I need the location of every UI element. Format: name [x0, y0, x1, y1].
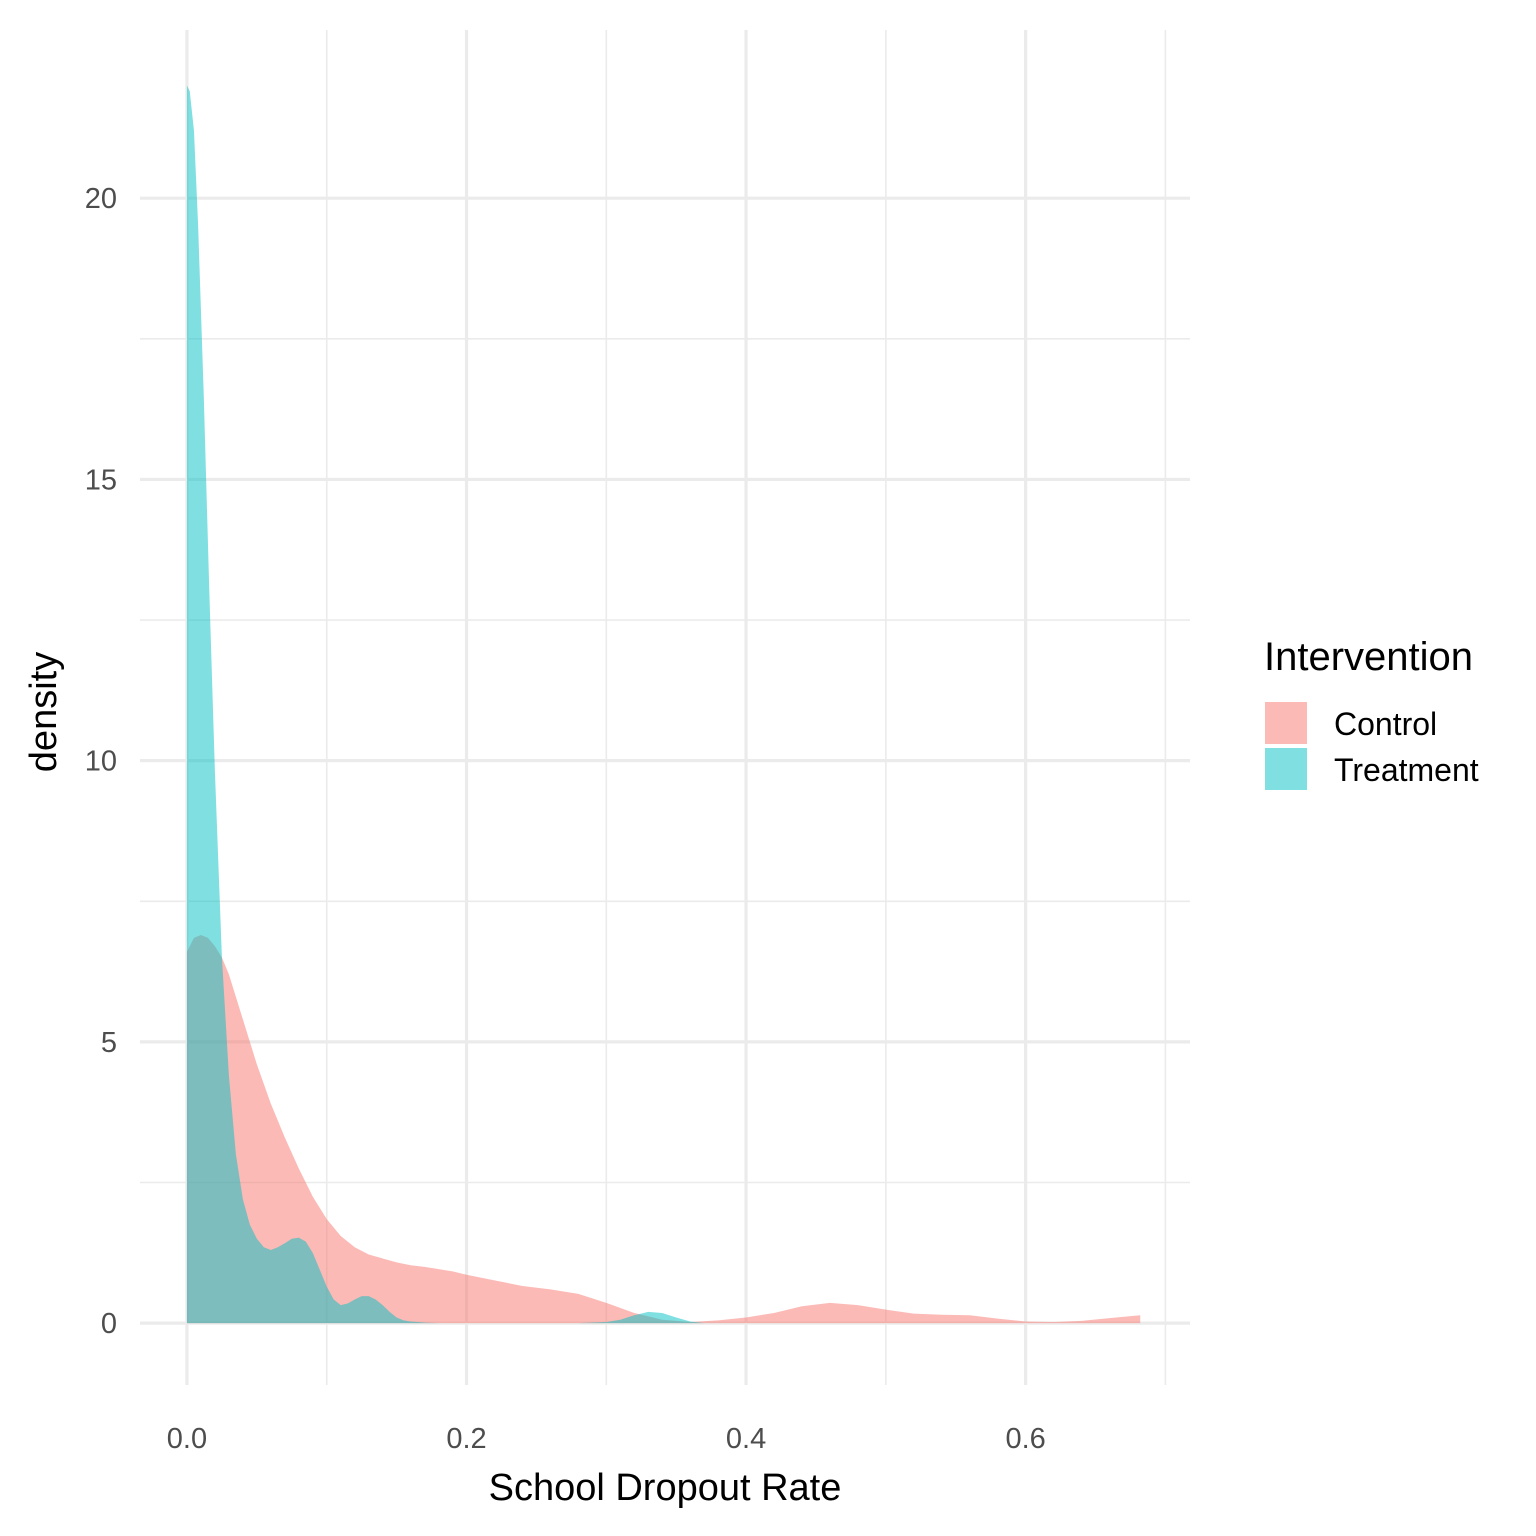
grid-minor — [140, 30, 1190, 1385]
y-axis-ticks: 0 5 10 15 20 — [85, 183, 117, 1340]
legend: Intervention Control Treatment — [1264, 635, 1479, 790]
x-axis-ticks: 0.0 0.2 0.4 0.6 — [167, 1423, 1046, 1455]
legend-label-treatment: Treatment — [1334, 752, 1479, 788]
y-tick-label-1: 5 — [101, 1027, 117, 1059]
legend-key-control — [1265, 702, 1307, 744]
density-area-treatment — [186, 85, 705, 1324]
legend-label-control: Control — [1334, 706, 1437, 742]
y-tick-label-3: 15 — [85, 464, 117, 496]
legend-key-treatment — [1265, 748, 1307, 790]
y-axis-title: density — [23, 652, 65, 772]
x-tick-label-0: 0.0 — [167, 1423, 207, 1455]
x-tick-label-3: 0.6 — [1005, 1423, 1045, 1455]
y-tick-label-4: 20 — [85, 183, 117, 215]
x-tick-label-1: 0.2 — [446, 1423, 486, 1455]
y-tick-label-0: 0 — [101, 1308, 117, 1340]
legend-title: Intervention — [1264, 635, 1473, 679]
x-tick-label-2: 0.4 — [726, 1423, 766, 1455]
y-tick-label-2: 10 — [85, 746, 117, 778]
x-axis-title: School Dropout Rate — [489, 1467, 842, 1509]
density-areas — [186, 85, 1141, 1324]
density-area-control — [186, 935, 1141, 1324]
